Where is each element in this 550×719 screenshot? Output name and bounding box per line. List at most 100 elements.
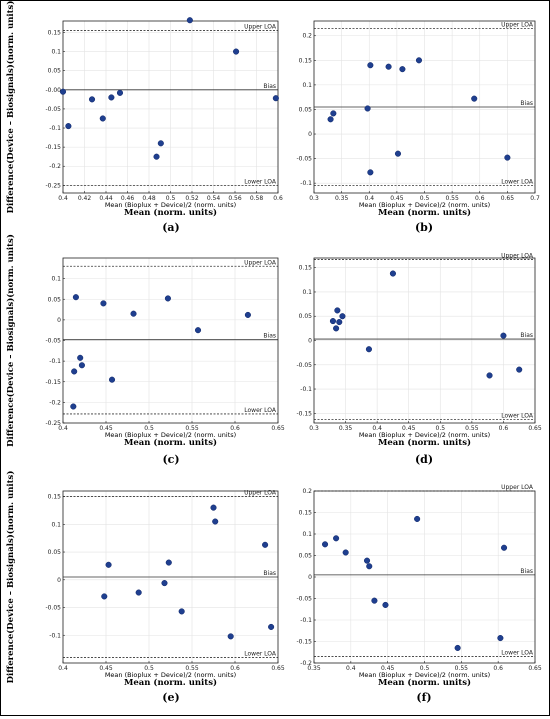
lower-loa-label: Lower LOA <box>501 650 534 657</box>
x-tick-label: 0.4 <box>346 665 356 672</box>
x-tick-label: 0.55 <box>445 195 459 202</box>
upper-loa-label: Upper LOA <box>244 490 277 497</box>
x-tick-label: 0.35 <box>335 195 349 202</box>
lower-loa-label: Lower LOA <box>244 407 277 414</box>
x-axis-subtitle: Mean (Bioplux + Device)/2 (norm. units) <box>359 201 490 209</box>
data-point <box>364 105 371 112</box>
data-point <box>329 318 336 325</box>
x-tick-label: 0.55 <box>465 425 479 432</box>
x-tick-label: 0.3 <box>309 425 319 432</box>
data-point <box>327 116 334 123</box>
y-tick-label: -0.15 <box>296 410 312 417</box>
x-tick-label: 0.45 <box>99 665 113 672</box>
y-tick-label: -0.05 <box>45 338 61 345</box>
data-point <box>116 89 124 96</box>
y-tick-label: 0.05 <box>299 553 313 560</box>
x-tick-label: 0.44 <box>99 195 113 202</box>
x-tick-label: 0.65 <box>528 665 542 672</box>
data-point <box>333 535 340 542</box>
x-tick-label: 0.5 <box>144 665 154 672</box>
x-axis-subtitle: Mean (Bioplux + Device)/2 (norm. units) <box>105 671 236 679</box>
y-tick-label: -0.2 <box>300 660 312 667</box>
x-tick-label: 0.6 <box>499 425 509 432</box>
data-point <box>272 95 279 102</box>
y-tick-label: 0.05 <box>48 549 62 556</box>
x-tick-label: 0.4 <box>58 665 68 672</box>
y-tick-label: -0.1 <box>49 125 61 132</box>
panel-label: (a) <box>162 221 180 234</box>
x-axis-title: Mean (norm. units) <box>378 207 471 218</box>
y-tick-label: -0.05 <box>296 596 312 603</box>
x-tick-label: 0.6 <box>475 195 485 202</box>
x-tick-label: 0.6 <box>230 425 240 432</box>
y-tick-label: -0.05 <box>296 362 312 369</box>
y-tick-label: 0.05 <box>299 313 313 320</box>
data-point <box>99 115 106 122</box>
x-tick-label: 0.5 <box>144 425 154 432</box>
data-point <box>486 372 493 379</box>
x-axis-title: Mean (norm. units) <box>124 207 217 218</box>
bias-label: Bias <box>263 570 276 577</box>
bias-label: Bias <box>520 568 533 575</box>
lower-loa-label: Lower LOA <box>501 179 534 186</box>
y-tick-label: -0.05 <box>45 106 61 113</box>
data-point <box>333 325 340 332</box>
data-point <box>71 368 78 375</box>
y-tick-label: 0 <box>308 131 312 138</box>
data-point <box>262 541 269 548</box>
y-axis-title: Difference(Device – Biosignals)(norm. un… <box>5 471 16 684</box>
lower-loa-label: Lower LOA <box>244 178 277 185</box>
data-point <box>497 635 504 642</box>
panel-a: Upper LOA Bias Lower LOA 0.4 0.42 0.44 0.46 0.4… <box>5 1 283 234</box>
data-point <box>504 154 511 161</box>
data-point <box>389 270 396 277</box>
data-point <box>365 346 372 353</box>
x-tick-label: 0.3 <box>309 195 319 202</box>
axes-box <box>62 490 279 664</box>
y-tick-label: 0.2 <box>302 488 312 495</box>
data-point <box>210 504 217 511</box>
panel-d: Upper LOA Bias Lower LOA 0.3 0.35 0.4 0.45 0.5 0… <box>296 252 541 466</box>
y-tick-label: 0.15 <box>48 494 62 501</box>
bias-label: Bias <box>263 83 276 90</box>
data-point <box>165 559 172 566</box>
data-point <box>135 589 142 596</box>
data-point <box>164 295 171 302</box>
panel-label: (b) <box>415 221 433 234</box>
x-tick-label: 0.42 <box>78 195 92 202</box>
data-point <box>342 549 349 556</box>
data-point <box>415 57 423 64</box>
data-point <box>108 94 115 101</box>
y-tick-label: 0.2 <box>302 33 312 40</box>
y-tick-label: -0.15 <box>296 639 312 646</box>
data-point <box>366 563 373 570</box>
x-tick-label: 0.55 <box>185 425 199 432</box>
y-tick-label: -0.15 <box>45 379 61 386</box>
y-tick-label: 0.15 <box>299 265 313 272</box>
y-tick-label: 0.1 <box>302 531 312 538</box>
x-axis-title: Mean (norm. units) <box>124 677 217 688</box>
x-tick-label: 0.6 <box>493 665 503 672</box>
upper-loa-label: Upper LOA <box>501 252 534 259</box>
x-axis-subtitle: Mean (Bioplux + Device)/2 (norm. units) <box>359 431 490 439</box>
y-tick-label: -0.25 <box>45 420 61 427</box>
x-axis-subtitle: Mean (Bioplux + Device)/2 (norm. units) <box>105 201 236 209</box>
data-point <box>70 403 77 410</box>
data-point <box>330 110 337 117</box>
data-point <box>454 644 461 652</box>
bias-label: Bias <box>263 333 276 340</box>
x-tick-label: 0.58 <box>250 195 264 202</box>
data-point <box>161 580 168 587</box>
y-tick-label: -0.1 <box>300 386 312 393</box>
y-axis-title: Difference(Device – Biosignals)(norm. un… <box>5 234 16 447</box>
x-tick-label: 0.45 <box>402 425 416 432</box>
x-tick-label: 0.65 <box>528 425 542 432</box>
y-tick-label: 0 <box>57 577 61 584</box>
data-point <box>382 601 389 609</box>
data-point <box>336 319 343 326</box>
data-point <box>339 313 346 320</box>
data-point <box>367 62 374 69</box>
x-tick-label: 0.4 <box>58 195 68 202</box>
x-tick-label: 0.6 <box>273 195 283 202</box>
data-point <box>233 48 240 55</box>
